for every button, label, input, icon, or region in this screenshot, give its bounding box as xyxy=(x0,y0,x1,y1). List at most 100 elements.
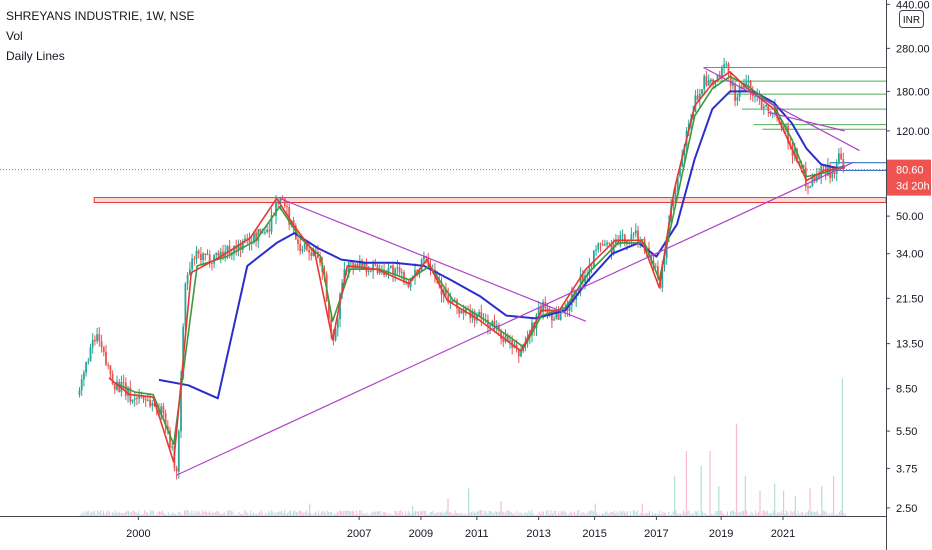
volume-bar xyxy=(262,512,263,516)
volume-bar xyxy=(173,513,175,516)
candle-body xyxy=(493,321,496,328)
volume-bar xyxy=(638,514,640,516)
candle-body xyxy=(679,166,681,176)
volume-bar xyxy=(222,513,224,516)
volume-bar xyxy=(391,514,393,516)
volume-bar xyxy=(287,513,288,516)
volume-bar xyxy=(669,514,671,516)
volume-bar xyxy=(637,510,639,516)
volume-bar xyxy=(549,514,550,516)
candle-body xyxy=(449,299,452,303)
volume-bar xyxy=(649,511,650,516)
volume-spike xyxy=(641,503,643,516)
candle-body xyxy=(151,403,154,406)
volume-bar xyxy=(516,511,518,516)
candle-body xyxy=(396,267,399,269)
volume-bar xyxy=(597,514,599,516)
volume-bar xyxy=(635,512,637,516)
volume-bar xyxy=(320,511,322,516)
volume-bar xyxy=(799,514,801,516)
y-tick-label: 280.00 xyxy=(896,43,930,55)
volume-bar xyxy=(272,511,274,516)
volume-bar xyxy=(326,510,328,516)
candle-body xyxy=(343,269,346,283)
volume-bar xyxy=(347,510,349,516)
candle-body xyxy=(102,346,105,352)
volume-bar xyxy=(494,511,496,516)
candle-body xyxy=(407,281,410,287)
candle-body xyxy=(423,255,425,260)
candle-body xyxy=(414,270,416,277)
volume-bar xyxy=(725,514,727,516)
legend-daily-lines[interactable]: Daily Lines xyxy=(6,49,65,63)
volume-bar xyxy=(269,512,271,516)
volume-bar xyxy=(627,511,628,516)
trendline xyxy=(768,111,845,132)
volume-bar xyxy=(550,510,552,516)
volume-bar xyxy=(367,514,369,516)
candle-body xyxy=(749,80,752,93)
volume-bar xyxy=(110,514,112,516)
volume-bar xyxy=(186,510,188,516)
volume-bar xyxy=(557,511,559,516)
volume-bar xyxy=(154,514,156,516)
volume-bar xyxy=(459,514,461,516)
volume-spike xyxy=(783,491,785,516)
volume-bar xyxy=(217,511,219,516)
volume-bar xyxy=(752,512,754,516)
volume-bar xyxy=(164,514,166,516)
candle-body xyxy=(136,398,138,400)
legend-volume[interactable]: Vol xyxy=(6,29,23,43)
volume-bar xyxy=(423,510,425,516)
volume-bar xyxy=(291,514,293,516)
candle-body xyxy=(297,239,299,244)
volume-bar xyxy=(420,510,422,516)
volume-bar xyxy=(600,514,602,516)
volume-bar xyxy=(793,511,795,516)
volume-bar xyxy=(294,510,296,516)
volume-bar xyxy=(323,511,325,516)
candle-body xyxy=(270,215,273,232)
volume-bar xyxy=(422,510,424,516)
candle-body xyxy=(378,270,381,274)
volume-spike xyxy=(794,496,796,516)
volume-bar xyxy=(401,511,403,516)
volume-spike xyxy=(735,423,738,516)
volume-bar xyxy=(188,511,190,516)
volume-spike xyxy=(309,503,311,516)
volume-bar xyxy=(390,514,391,516)
candle-body xyxy=(160,406,163,416)
volume-bar xyxy=(419,511,421,516)
volume-bar xyxy=(250,511,252,516)
candle-body xyxy=(389,265,392,268)
volume-bar xyxy=(800,512,802,516)
volume-bar xyxy=(166,515,168,516)
volume-bar xyxy=(463,513,465,516)
volume-bar xyxy=(802,511,804,516)
volume-bar xyxy=(338,510,340,516)
candle-body xyxy=(833,172,836,174)
volume-bar xyxy=(211,512,213,516)
volume-bar xyxy=(678,513,680,516)
candle-body xyxy=(370,270,372,272)
volume-bar xyxy=(429,512,431,516)
candle-body xyxy=(213,255,215,264)
trendline xyxy=(703,66,860,152)
volume-bar xyxy=(588,510,590,516)
volume-bar xyxy=(114,510,116,516)
volume-bar xyxy=(722,513,724,516)
volume-bar xyxy=(454,510,456,516)
candle-body xyxy=(451,299,454,303)
volume-bar xyxy=(229,510,231,516)
candle-body xyxy=(747,80,750,83)
candle-body xyxy=(498,325,500,331)
volume-bar xyxy=(141,514,143,516)
volume-bar xyxy=(276,512,278,516)
volume-bar xyxy=(732,510,734,516)
candle-body xyxy=(705,76,708,86)
volume-bar xyxy=(496,511,497,516)
volume-bar xyxy=(375,511,377,516)
volume-bar xyxy=(369,514,371,516)
volume-bar xyxy=(270,510,272,516)
